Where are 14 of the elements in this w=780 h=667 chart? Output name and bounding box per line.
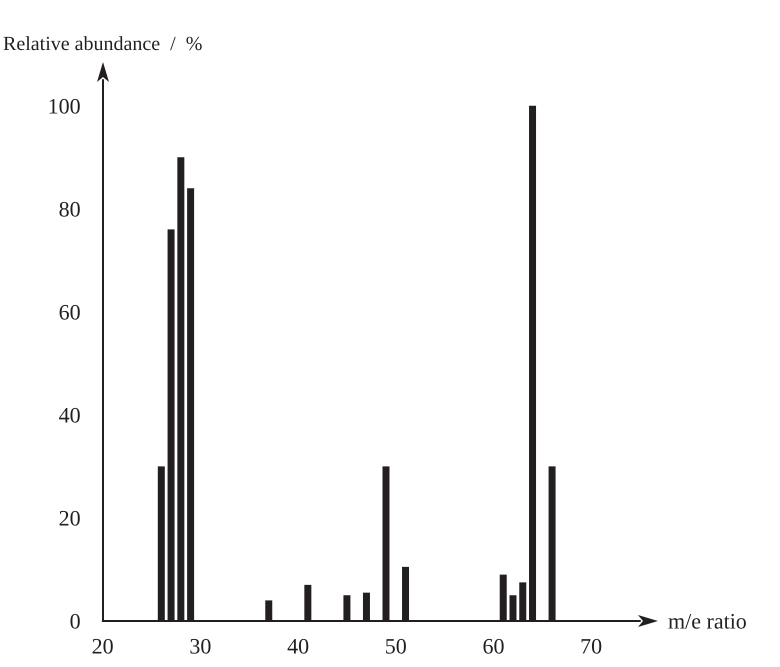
x-axis-title: m/e ratio <box>668 608 747 634</box>
x-tick-label: 70 <box>580 634 602 658</box>
x-tick-label: 30 <box>189 634 212 658</box>
x-tick-label: 40 <box>287 634 310 658</box>
y-tick-label: 40 <box>58 402 81 428</box>
x-tick-label: 50 <box>384 634 407 658</box>
y-axis-title: Relative abundance / % <box>2 33 202 55</box>
y-tick-label: 20 <box>58 505 81 530</box>
x-tick-label: 60 <box>482 634 504 658</box>
y-tick-label: 100 <box>48 93 81 118</box>
y-tick-label: 0 <box>70 608 81 634</box>
y-tick-label: 80 <box>58 196 81 222</box>
y-tick-label: 60 <box>58 299 81 324</box>
x-tick-label: 20 <box>92 634 114 658</box>
